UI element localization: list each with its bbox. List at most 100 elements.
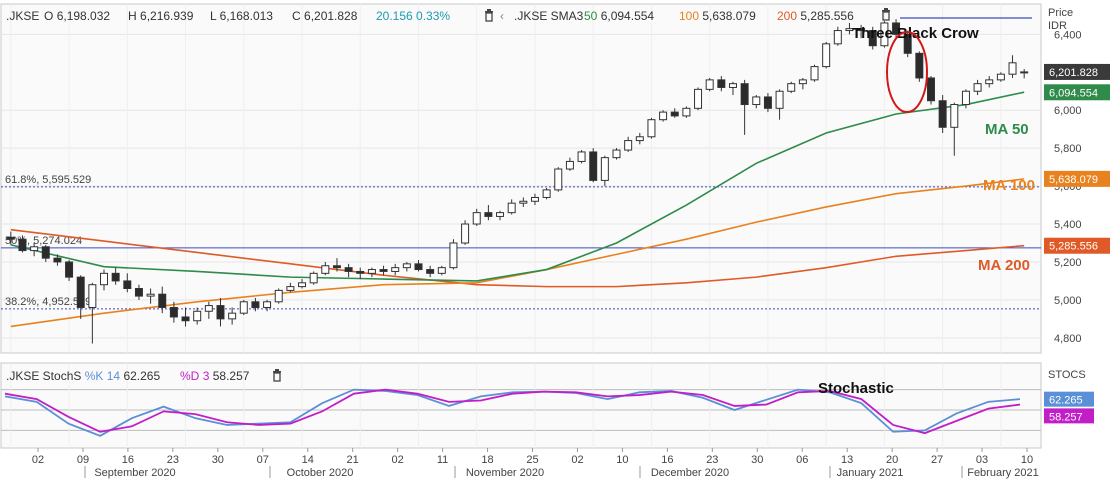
candle-body bbox=[927, 77, 935, 102]
x-day-label: 10 bbox=[616, 454, 628, 466]
candle-body bbox=[1008, 62, 1017, 75]
stoch-lines bbox=[4, 388, 1021, 437]
candle bbox=[542, 187, 551, 200]
candle bbox=[356, 267, 365, 280]
candle bbox=[391, 263, 400, 276]
candle-body bbox=[391, 267, 400, 272]
x-day-label: 07 bbox=[257, 454, 269, 466]
candle bbox=[204, 301, 213, 319]
candle bbox=[670, 108, 679, 118]
candle-body bbox=[589, 151, 598, 181]
price-axis: Price IDR 6,4006,0005,8005,6005,4005,200… bbox=[1044, 7, 1110, 345]
candle bbox=[402, 261, 411, 272]
x-day-label: 09 bbox=[77, 454, 89, 466]
stochastic-label: Stochastic bbox=[818, 380, 894, 397]
candle-body bbox=[950, 104, 959, 128]
candle-body bbox=[123, 280, 132, 290]
three-black-crow-label: Three Black Crow bbox=[852, 25, 979, 42]
candle bbox=[41, 244, 50, 262]
price-tick-label: 4,800 bbox=[1054, 333, 1082, 345]
x-day-label: 23 bbox=[167, 454, 179, 466]
candle-body bbox=[519, 200, 528, 204]
price-header: .JKSE O 6,198.032 H 6,216.939 L 6,168.01… bbox=[6, 8, 1032, 23]
candle bbox=[740, 79, 749, 135]
candle-body bbox=[216, 305, 225, 320]
stoch-badge bbox=[1044, 391, 1094, 407]
candle bbox=[53, 254, 62, 266]
ma100-label: MA 100 bbox=[983, 177, 1035, 194]
x-day-label: 16 bbox=[122, 454, 134, 466]
candle bbox=[833, 26, 842, 46]
ma200-label: MA 200 bbox=[978, 257, 1030, 274]
x-month-label: November 2020 bbox=[466, 467, 544, 479]
candle bbox=[449, 239, 458, 270]
svg-text:.JKSE: .JKSE bbox=[6, 9, 39, 23]
candle-body bbox=[181, 316, 190, 322]
candle-body bbox=[100, 272, 108, 286]
candle-body bbox=[624, 140, 633, 151]
candle-body bbox=[798, 79, 807, 85]
price-badge-label: 5,638.079 bbox=[1049, 174, 1098, 186]
candle bbox=[996, 72, 1005, 82]
trash-icon-stoch[interactable] bbox=[273, 369, 281, 382]
candle bbox=[437, 265, 446, 276]
candle bbox=[6, 231, 15, 245]
candle-body bbox=[437, 267, 446, 274]
candle-body bbox=[204, 305, 213, 312]
candle-body bbox=[647, 119, 656, 138]
candle-body bbox=[356, 270, 365, 274]
candle-body bbox=[298, 282, 307, 288]
candle-body bbox=[892, 22, 901, 35]
candle bbox=[530, 193, 539, 206]
candle-body bbox=[402, 263, 411, 269]
candle bbox=[193, 307, 202, 325]
candle-body bbox=[833, 30, 842, 45]
trash-icon[interactable] bbox=[485, 9, 493, 22]
x-month-label: September 2020 bbox=[94, 467, 175, 479]
candle-body bbox=[740, 83, 749, 106]
candle bbox=[309, 271, 318, 285]
price-tick-label: 5,400 bbox=[1054, 219, 1082, 231]
stoch-label: .JKSE StochS %K 14 62.265 bbox=[6, 369, 160, 383]
x-day-label: 18 bbox=[481, 454, 493, 466]
candle bbox=[263, 299, 272, 312]
stoch-axis-title: STOCS bbox=[1048, 369, 1086, 381]
candle-body bbox=[367, 269, 376, 274]
x-day-label: 13 bbox=[841, 454, 853, 466]
candle-body bbox=[193, 310, 202, 322]
candle-body bbox=[274, 289, 283, 303]
candle bbox=[647, 117, 656, 139]
candle-body bbox=[857, 28, 866, 32]
candle bbox=[216, 297, 225, 327]
candle bbox=[915, 51, 924, 82]
price-badge bbox=[1044, 170, 1110, 187]
candle bbox=[717, 76, 726, 92]
moving-averages bbox=[10, 91, 1025, 328]
annotations: Three Black Crow MA 50 MA 100 MA 200 bbox=[852, 25, 1035, 274]
candle bbox=[810, 64, 819, 82]
candle-body bbox=[961, 90, 970, 106]
candle bbox=[414, 260, 423, 272]
candle-body bbox=[379, 269, 388, 272]
candle-body bbox=[76, 276, 85, 308]
candle bbox=[892, 19, 901, 39]
candle bbox=[880, 21, 889, 48]
price-badge bbox=[1044, 237, 1110, 254]
candle-body bbox=[577, 151, 586, 162]
x-day-label: 16 bbox=[661, 454, 673, 466]
candle bbox=[30, 242, 39, 257]
candle-body bbox=[239, 301, 248, 314]
candle-body bbox=[717, 79, 726, 88]
trash-icon-sma[interactable] bbox=[882, 8, 890, 21]
sma200-value: 200 5,285.556 bbox=[777, 9, 854, 23]
candle-body bbox=[612, 149, 621, 159]
candle-body bbox=[810, 66, 819, 81]
candle-body bbox=[332, 265, 341, 269]
candle bbox=[134, 284, 143, 300]
x-day-label: 02 bbox=[392, 454, 404, 466]
three-black-crow-circle bbox=[886, 31, 928, 113]
stoch_d-line bbox=[4, 388, 1021, 435]
candle-body bbox=[53, 257, 62, 263]
candle-body bbox=[996, 73, 1005, 81]
candle-body bbox=[6, 236, 15, 240]
